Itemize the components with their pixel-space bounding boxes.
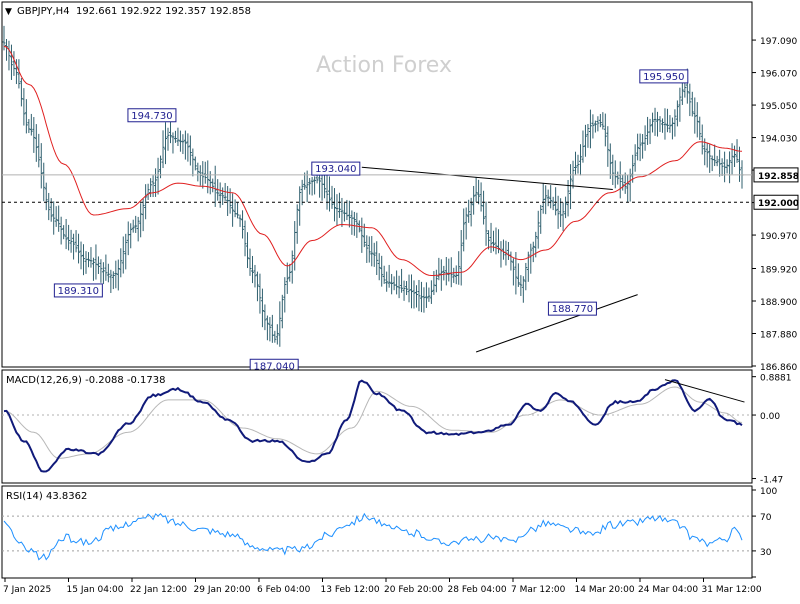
price-level-box <box>753 167 799 183</box>
rsi-axis: 100 70 30 <box>752 487 777 578</box>
time-tick-label: 7 Mar 12:00 <box>511 585 566 595</box>
time-tick-label: 6 Feb 04:00 <box>257 585 311 595</box>
price-panel-frame <box>1 1 753 368</box>
time-tick-label: 14 Mar 20:00 <box>575 585 635 595</box>
trendline <box>475 294 638 353</box>
macd-panel-frame <box>1 369 753 484</box>
macd-panel: 0.8881 0.00 -1.47 MACD(12,26,9) -0.2088 -0… <box>1 369 792 486</box>
rsi-gridlines <box>2 515 752 552</box>
macd-tick-label: -1.47 <box>760 476 783 486</box>
time-tick-label: 29 Jan 20:00 <box>194 585 251 595</box>
ohlc-values: 192.661 192.922 192.357 192.858 <box>76 6 251 17</box>
time-tick-label: 20 Feb 20:00 <box>384 585 443 595</box>
rsi-title: RSI(14) 43.8362 <box>6 491 87 502</box>
macd-trendline <box>664 379 745 403</box>
macd-title: MACD(12,26,9) -0.2088 -0.1738 <box>6 375 166 386</box>
price-annotation: 194.730 <box>131 111 172 122</box>
price-axis: 197.090196.070195.050194.030193.010191.9… <box>752 37 799 373</box>
dropdown-arrow-icon[interactable]: ▼ <box>5 7 12 17</box>
moving-average <box>3 45 743 276</box>
price-bars <box>2 25 744 347</box>
rsi-lines <box>3 512 743 561</box>
price-level-label: 192.000 <box>758 199 799 209</box>
time-tick-label: 31 Mar 12:00 <box>702 585 762 595</box>
price-tick-label: 189.920 <box>760 266 797 276</box>
trendline <box>361 166 613 190</box>
price-tick-label: 187.880 <box>760 331 797 341</box>
price-annotation: 188.770 <box>552 304 593 315</box>
price-annotation: 195.950 <box>643 72 684 83</box>
price-tick-label: 195.050 <box>760 102 797 112</box>
rsi-tick-label: 30 <box>760 548 772 558</box>
price-level-label: 192.858 <box>758 172 799 182</box>
price-tick-label: 194.030 <box>760 135 797 145</box>
price-level-box <box>753 194 799 210</box>
moving-average-line <box>3 45 743 276</box>
rsi-panel-frame <box>1 485 753 579</box>
price-tick-label: 196.070 <box>760 70 797 80</box>
macd-axis: 0.8881 0.00 -1.47 <box>752 374 792 486</box>
macd-tick-label: 0.00 <box>760 412 780 422</box>
price-annotation-box <box>127 108 177 123</box>
watermark: Action Forex <box>316 53 452 78</box>
price-tick-label: 188.900 <box>760 298 797 308</box>
price-annotation: 187.040 <box>254 361 295 372</box>
time-tick-label: 24 Mar 04:00 <box>638 585 698 595</box>
price-tick-label: 186.860 <box>760 363 797 373</box>
price-panel: Action Forex 195.950 194.730 193.040 189.31… <box>1 1 799 373</box>
price-header: ▼ GBPJPY,H4 192.661 192.922 192.357 192.… <box>5 6 251 17</box>
time-tick-label: 28 Feb 04:00 <box>448 585 507 595</box>
rsi-line <box>3 512 743 561</box>
price-annotation: 193.040 <box>315 164 356 175</box>
time-axis: 7 Jan 2025 15 Jan 04:00 22 Jan 12:00 29 Jan… <box>3 578 762 595</box>
price-annotation-box <box>639 69 689 84</box>
time-tick-label: 7 Jan 2025 <box>3 585 51 595</box>
price-annotation-box <box>547 301 597 316</box>
symbol-timeframe: GBPJPY,H4 <box>17 6 70 17</box>
price-overlays: 195.950 194.730 193.040 189.310 188.770 187.0… <box>2 69 752 373</box>
time-tick-label: 22 Jan 12:00 <box>130 585 187 595</box>
macd-lines <box>3 379 743 473</box>
time-tick-label: 15 Jan 04:00 <box>67 585 124 595</box>
macd-overlays <box>664 379 745 403</box>
macd-signal-line <box>3 386 743 459</box>
price-tick-label: 190.970 <box>760 232 797 242</box>
time-tick-label: 13 Feb 12:00 <box>321 585 380 595</box>
price-annotation-box <box>53 283 103 298</box>
price-annotation: 189.310 <box>58 286 99 297</box>
rsi-tick-label: 70 <box>760 513 772 523</box>
rsi-panel: 100 70 30 RSI(14) 43.8362 <box>1 485 777 579</box>
rsi-tick-label: 100 <box>760 487 777 497</box>
macd-tick-label: 0.8881 <box>760 374 792 384</box>
price-tick-label: 197.090 <box>760 37 797 47</box>
macd-main-line <box>3 379 743 473</box>
price-annotation-box <box>311 161 361 176</box>
